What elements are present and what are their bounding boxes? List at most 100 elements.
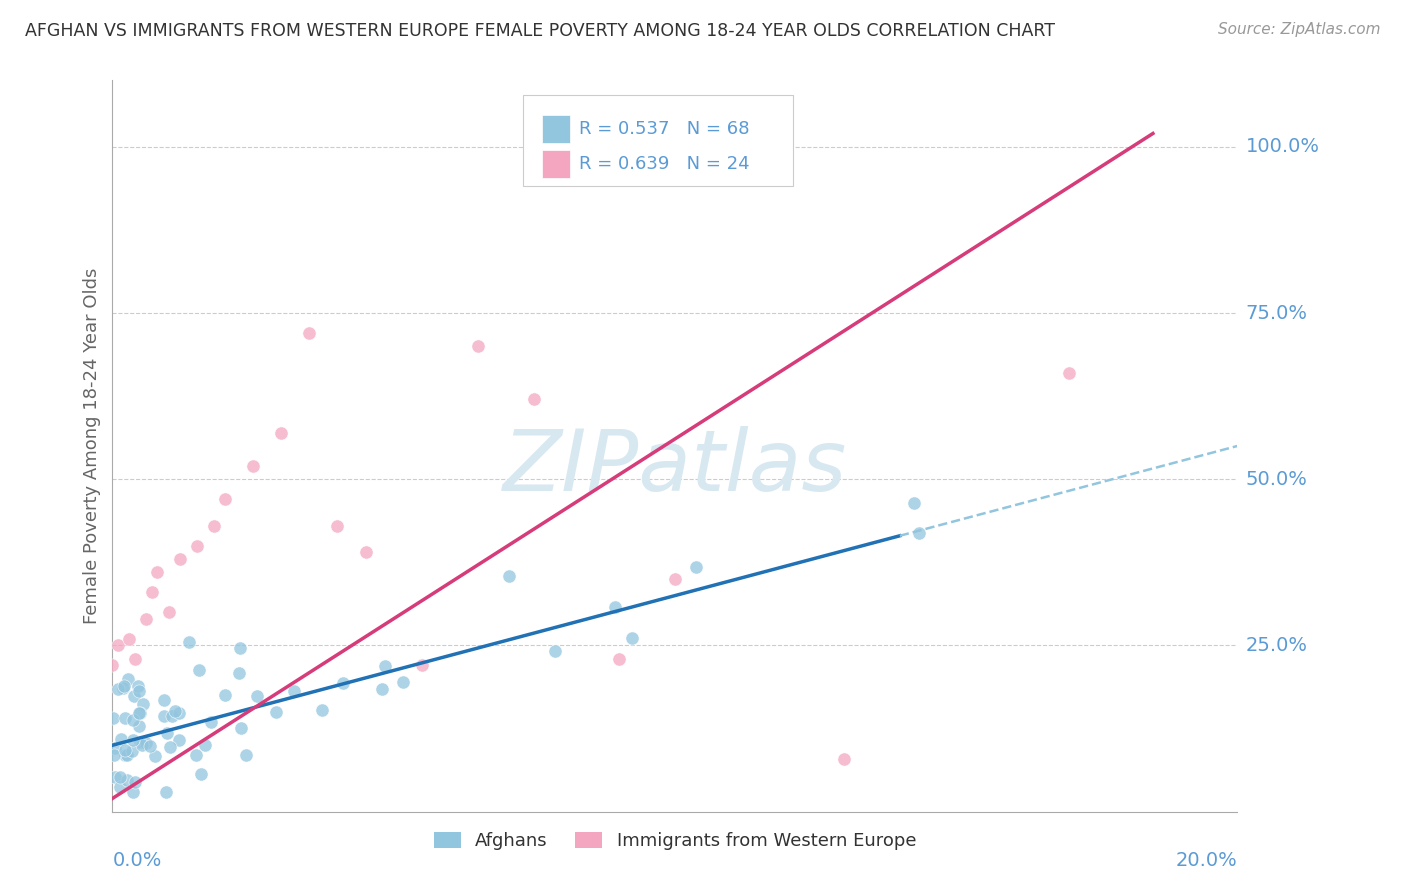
Legend: Afghans, Immigrants from Western Europe: Afghans, Immigrants from Western Europe (426, 825, 924, 857)
Text: AFGHAN VS IMMIGRANTS FROM WESTERN EUROPE FEMALE POVERTY AMONG 18-24 YEAR OLDS CO: AFGHAN VS IMMIGRANTS FROM WESTERN EUROPE… (25, 22, 1056, 40)
Point (607, 652, 630, 666)
Point (167, 733, 190, 747)
Point (135, 736, 157, 750)
Point (143, 748, 166, 763)
Point (121, 744, 143, 758)
Point (157, 605, 180, 619)
Point (177, 635, 200, 649)
Point (104, 741, 127, 756)
Point (159, 740, 181, 755)
Point (186, 539, 208, 553)
Point (139, 739, 162, 754)
Point (311, 703, 333, 717)
Point (128, 719, 150, 733)
Point (124, 652, 146, 666)
Point (620, 631, 643, 645)
Point (114, 711, 136, 725)
Point (160, 708, 183, 723)
Point (124, 775, 146, 789)
Point (370, 682, 392, 697)
Point (411, 658, 433, 673)
Point (152, 709, 174, 723)
Point (685, 559, 707, 574)
Point (523, 392, 546, 407)
Point (108, 770, 131, 784)
Point (200, 714, 222, 729)
Point (184, 747, 207, 762)
Point (605, 599, 627, 614)
FancyBboxPatch shape (543, 151, 571, 178)
Point (101, 711, 124, 725)
Point (156, 725, 179, 739)
Point (122, 733, 145, 747)
Y-axis label: Female Poverty Among 18-24 Year Olds: Female Poverty Among 18-24 Year Olds (83, 268, 101, 624)
Point (832, 751, 855, 765)
Text: R = 0.639   N = 24: R = 0.639 N = 24 (579, 155, 749, 173)
Point (498, 569, 520, 583)
Point (229, 721, 252, 735)
Point (118, 632, 141, 646)
Point (235, 747, 257, 762)
Point (391, 675, 413, 690)
Point (131, 738, 153, 752)
Point (544, 644, 567, 658)
Point (165, 704, 187, 718)
Point (129, 734, 152, 748)
Text: 100.0%: 100.0% (1246, 137, 1320, 156)
FancyBboxPatch shape (523, 95, 793, 186)
Point (664, 572, 686, 586)
Point (283, 684, 305, 698)
Point (228, 666, 250, 681)
Text: 50.0%: 50.0% (1246, 470, 1308, 489)
Point (132, 698, 155, 712)
Point (141, 585, 163, 599)
Text: ZIPatlas: ZIPatlas (503, 426, 846, 509)
Point (112, 681, 135, 695)
Point (117, 672, 139, 686)
Point (467, 339, 489, 353)
Point (270, 425, 292, 440)
Point (194, 738, 217, 752)
Point (326, 518, 349, 533)
Point (354, 545, 377, 559)
Point (908, 526, 931, 541)
Point (103, 770, 125, 784)
Text: Source: ZipAtlas.com: Source: ZipAtlas.com (1218, 22, 1381, 37)
Point (107, 681, 129, 696)
Point (107, 639, 129, 653)
Point (229, 641, 252, 656)
Text: 25.0%: 25.0% (1246, 636, 1308, 655)
Point (115, 748, 138, 763)
Point (169, 552, 191, 566)
Point (114, 748, 136, 763)
Point (115, 772, 138, 787)
Point (112, 679, 135, 693)
FancyBboxPatch shape (543, 115, 571, 144)
Point (903, 496, 925, 510)
Point (108, 780, 131, 794)
Point (374, 659, 396, 673)
Text: R = 0.537   N = 68: R = 0.537 N = 68 (579, 120, 749, 138)
Text: 75.0%: 75.0% (1246, 303, 1308, 323)
Point (169, 706, 191, 720)
Point (214, 688, 236, 702)
Text: 20.0%: 20.0% (1175, 851, 1237, 870)
Point (246, 689, 269, 703)
Point (214, 492, 236, 507)
Point (264, 706, 287, 720)
Point (1057, 366, 1080, 380)
Point (128, 683, 150, 698)
Point (127, 679, 149, 693)
Point (242, 458, 264, 473)
Point (190, 767, 212, 781)
Point (188, 663, 211, 677)
Point (122, 713, 145, 727)
Point (110, 732, 132, 747)
Point (121, 785, 143, 799)
Point (155, 785, 177, 799)
Point (332, 676, 354, 690)
Point (146, 566, 169, 580)
Point (124, 689, 146, 703)
Text: 0.0%: 0.0% (112, 851, 162, 870)
Point (128, 706, 150, 721)
